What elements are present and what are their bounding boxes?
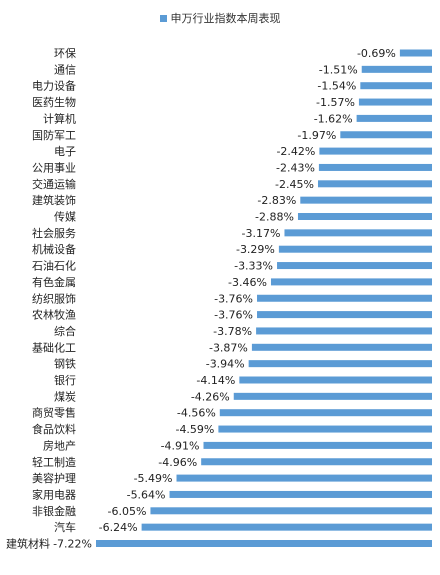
bar — [169, 490, 432, 498]
data-label: -3.78% — [213, 325, 252, 338]
bar — [256, 327, 432, 335]
bar — [239, 376, 432, 384]
bar — [233, 392, 432, 400]
category-label: 食品饮料 — [32, 422, 76, 436]
data-label: -1.54% — [317, 80, 356, 93]
data-label: -2.88% — [255, 211, 294, 224]
category-label: 计算机 — [43, 111, 76, 125]
data-label: -7.22% — [53, 538, 92, 551]
data-label: -3.76% — [214, 309, 253, 322]
data-label: -4.91% — [161, 439, 200, 452]
data-label: -1.57% — [316, 96, 355, 109]
bar — [176, 474, 432, 482]
bar — [257, 294, 432, 302]
data-label: -3.94% — [206, 358, 245, 371]
category-label: 汽车 — [54, 520, 76, 534]
data-label: -3.87% — [209, 341, 248, 354]
bar — [318, 163, 432, 171]
category-label: 交通运输 — [32, 177, 76, 191]
bar — [218, 425, 432, 433]
bar — [248, 360, 432, 368]
category-label: 国防军工 — [32, 128, 76, 142]
data-label: -2.43% — [276, 161, 315, 174]
category-label: 建筑装饰 — [32, 193, 76, 207]
legend-swatch — [159, 14, 167, 22]
data-label: -0.69% — [357, 47, 396, 60]
data-label: -6.24% — [99, 521, 138, 534]
bar — [361, 65, 432, 73]
bar — [356, 114, 432, 122]
bar — [297, 213, 432, 220]
category-label: 纺织服饰 — [32, 291, 76, 305]
bar — [277, 262, 432, 270]
data-label: -2.83% — [257, 194, 296, 207]
category-label: 建筑材料 — [6, 537, 50, 551]
data-label: -4.96% — [158, 456, 197, 469]
bar — [203, 441, 432, 449]
bar — [141, 523, 433, 531]
bar — [257, 311, 432, 319]
category-label: 煤炭 — [54, 390, 76, 403]
bar — [96, 540, 432, 547]
bar — [319, 147, 432, 155]
data-label: -2.42% — [276, 145, 315, 158]
data-label: -3.29% — [236, 243, 275, 256]
category-label: 农林牧渔 — [32, 308, 76, 322]
data-label: -4.14% — [196, 374, 235, 387]
category-label: 电力设备 — [32, 79, 76, 93]
category-label: 家用电器 — [32, 487, 76, 501]
bar — [278, 245, 432, 253]
bar — [284, 229, 432, 237]
category-label: 通信 — [54, 63, 76, 76]
bar — [300, 196, 432, 204]
category-label: 房地产 — [43, 438, 76, 452]
data-label: -1.62% — [314, 112, 353, 125]
bar — [317, 180, 432, 188]
category-label: 石油石化 — [32, 259, 76, 273]
data-label: -3.17% — [242, 227, 281, 240]
data-label: -3.33% — [234, 260, 273, 273]
category-label: 公用事业 — [32, 161, 76, 174]
bar — [340, 131, 432, 139]
data-label: -4.26% — [191, 390, 230, 403]
category-label: 综合 — [54, 324, 76, 338]
category-label: 有色金属 — [32, 275, 76, 289]
category-label: 传媒 — [54, 211, 76, 224]
category-label: 机械设备 — [32, 242, 76, 256]
data-label: -3.46% — [228, 276, 267, 289]
data-label: -5.49% — [134, 472, 173, 485]
category-label: 基础化工 — [32, 340, 76, 354]
data-label: -3.76% — [214, 292, 253, 305]
bar — [219, 409, 432, 417]
data-label: -1.51% — [319, 63, 358, 76]
bar — [251, 343, 432, 351]
bar — [150, 507, 432, 515]
category-label: 美容护理 — [32, 471, 76, 485]
data-label: -4.59% — [175, 423, 214, 436]
category-label: 医药生物 — [32, 95, 76, 109]
category-label: 社会服务 — [32, 226, 76, 240]
category-label: 银行 — [54, 373, 76, 387]
bar — [399, 49, 432, 57]
data-label: -6.05% — [108, 505, 147, 518]
category-label: 钢铁 — [54, 358, 76, 371]
category-label: 商贸零售 — [32, 406, 76, 420]
category-label: 环保 — [54, 46, 76, 60]
data-label: -2.45% — [275, 178, 314, 191]
data-label: -4.56% — [177, 407, 216, 420]
data-label: -1.97% — [297, 129, 336, 142]
category-label: 非银金融 — [32, 504, 76, 518]
category-label: 轻工制造 — [32, 455, 76, 469]
bar — [360, 82, 432, 90]
chart-legend: 申万行业指数本周表现 — [0, 10, 440, 26]
category-label: 电子 — [54, 145, 76, 158]
bar — [358, 98, 432, 106]
legend-label: 申万行业指数本周表现 — [170, 12, 281, 25]
bar — [270, 278, 432, 286]
bar — [201, 458, 432, 466]
data-label: -5.64% — [127, 488, 166, 501]
